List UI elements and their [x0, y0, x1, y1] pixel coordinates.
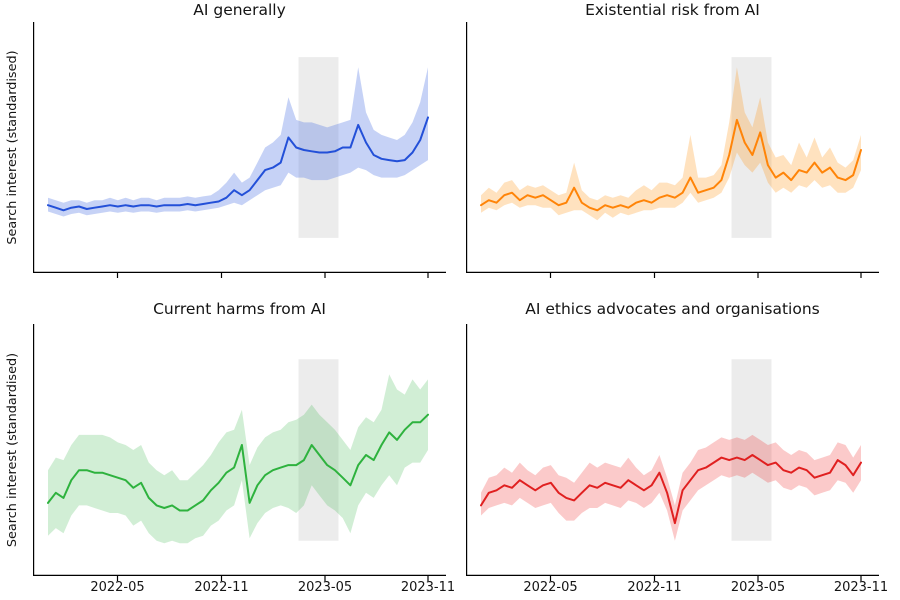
axis-spines: [466, 324, 879, 576]
trend-line: [47, 116, 429, 212]
x-tick-label: 2023-05: [730, 580, 786, 595]
plot-area-existential-risk: [466, 22, 879, 278]
axis-spines: [33, 22, 446, 273]
chart-title-existential-risk: Existential risk from AI: [585, 1, 760, 19]
axis-spines: [33, 324, 446, 576]
trend-line: [47, 413, 429, 512]
chart-title-ai-ethics: AI ethics advocates and organisations: [525, 300, 820, 318]
x-tick-label: 2022-11: [627, 580, 682, 595]
plot-area-ai-ethics: [466, 324, 879, 581]
confidence-band: [48, 67, 428, 217]
highlight-span: [731, 57, 772, 238]
x-tick-label: 2022-05: [90, 580, 145, 595]
trend-line: [480, 454, 862, 525]
highlight-span: [298, 57, 339, 238]
x-tick-label: 2022-11: [194, 580, 249, 595]
chart-title-current-harms: Current harms from AI: [153, 300, 326, 318]
axis-spines: [466, 22, 879, 273]
highlight-span: [298, 359, 339, 541]
plot-area-current-harms: [33, 324, 446, 581]
plot-area-ai-generally: [33, 22, 446, 278]
confidence-band: [481, 67, 861, 221]
y-axis-label-bottom: Search interest (standardised): [5, 352, 20, 548]
highlight-span: [731, 359, 772, 541]
x-tick-label: 2023-11: [400, 580, 456, 595]
x-tick-label: 2023-05: [297, 580, 353, 595]
y-axis-label-top: Search interest (standardised): [5, 50, 20, 245]
x-tick-label: 2022-05: [523, 580, 578, 595]
confidence-band: [481, 434, 861, 541]
x-tick-label: 2023-11: [833, 580, 889, 595]
trend-line: [480, 118, 862, 212]
chart-title-ai-generally: AI generally: [193, 1, 286, 19]
